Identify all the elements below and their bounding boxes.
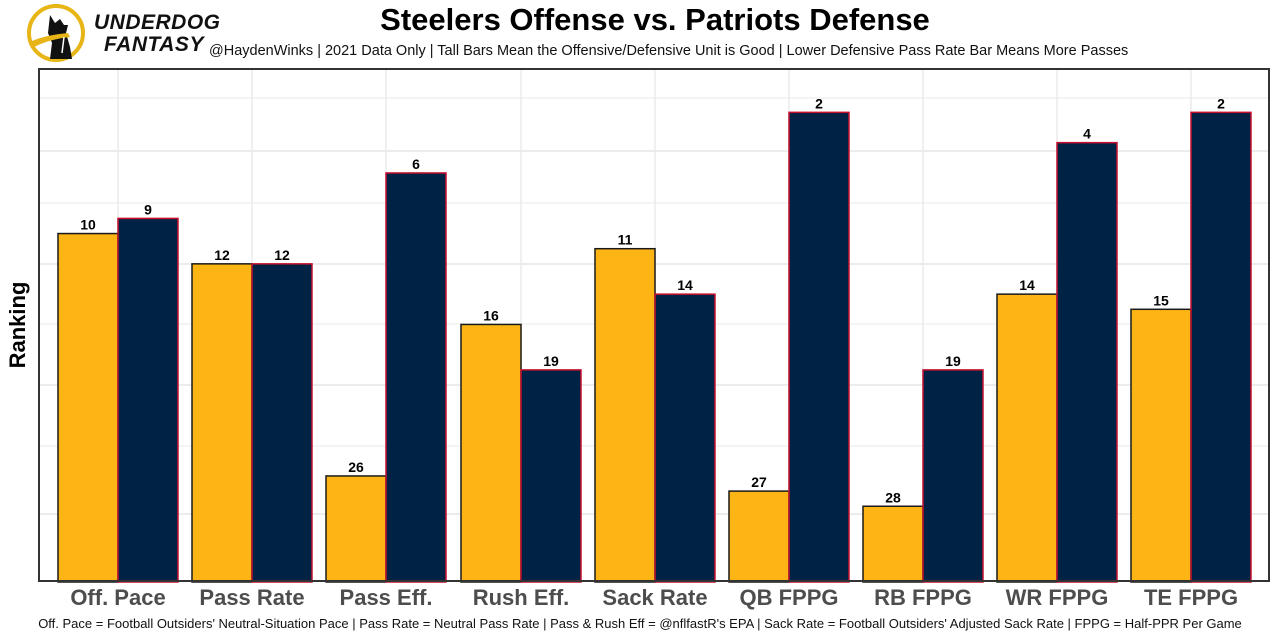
offense-bar-off-pace [57, 232, 119, 583]
chart-title: Steelers Offense vs. Patriots Defense [380, 2, 930, 37]
bar-value-label: 27 [751, 474, 767, 490]
defense-bar-sack-rate [654, 293, 716, 583]
bar-value-label: 19 [543, 353, 559, 369]
plot-border [38, 68, 1270, 582]
underdog-dog-logo-icon [27, 4, 85, 62]
defense-bar-rush-eff [520, 369, 582, 583]
bar-value-label: 4 [1083, 126, 1091, 142]
brand-line-1: UNDERDOG [94, 11, 221, 34]
bar-value-label: 14 [677, 277, 693, 293]
footnote: Off. Pace = Football Outsiders' Neutral-… [38, 616, 1242, 631]
bar-value-label: 12 [274, 247, 290, 263]
x-tick-label: Pass Eff. [339, 585, 433, 610]
defense-bar-rb-fppg [922, 369, 984, 583]
x-tick-label: Off. Pace [70, 585, 166, 610]
brand-wordmark: UNDERDOG FANTASY [94, 12, 221, 56]
bar-value-label: 12 [214, 247, 230, 263]
bar-value-label: 14 [1019, 277, 1035, 293]
x-tick-label: TE FPPG [1143, 585, 1239, 610]
offense-bar-rb-fppg [862, 505, 924, 583]
offense-bar-te-fppg [1130, 308, 1192, 583]
bar-value-label: 6 [412, 156, 420, 172]
x-tick-label: Pass Rate [199, 585, 305, 610]
bar-value-label: 11 [618, 232, 633, 248]
brand-line-2: FANTASY [104, 33, 204, 56]
bar-value-label: 28 [885, 489, 901, 505]
bar-value-label: 2 [1217, 95, 1225, 111]
x-tick-label: RB FPPG [874, 585, 972, 610]
bar-value-label: 15 [1153, 292, 1169, 308]
bar-value-label: 9 [144, 201, 152, 217]
chart-subtitle: @HaydenWinks | 2021 Data Only | Tall Bar… [209, 43, 1129, 59]
offense-bar-rush-eff [460, 323, 522, 583]
bar-value-label: 19 [945, 353, 961, 369]
defense-bar-qb-fppg [788, 111, 850, 583]
defense-bar-pass-rate [251, 263, 313, 583]
defense-bar-off-pace [117, 217, 179, 583]
offense-bar-pass-eff [325, 475, 387, 583]
bar-value-label: 16 [483, 307, 499, 323]
defense-bar-wr-fppg [1056, 141, 1118, 583]
offense-bar-pass-rate [191, 263, 253, 583]
defense-bar-te-fppg [1190, 111, 1252, 583]
x-tick-label: Sack Rate [602, 585, 708, 610]
defense-bar-pass-eff [385, 172, 447, 583]
x-tick-label: Rush Eff. [472, 585, 570, 610]
bar-value-label: 10 [80, 217, 96, 233]
bar-value-label: 2 [815, 95, 823, 111]
offense-bar-sack-rate [594, 247, 656, 583]
x-tick-label: QB FPPG [739, 585, 839, 610]
offense-bar-qb-fppg [728, 490, 790, 583]
offense-bar-wr-fppg [996, 293, 1058, 583]
x-tick-label: WR FPPG [1005, 585, 1109, 610]
bar-value-label: 26 [348, 459, 364, 475]
